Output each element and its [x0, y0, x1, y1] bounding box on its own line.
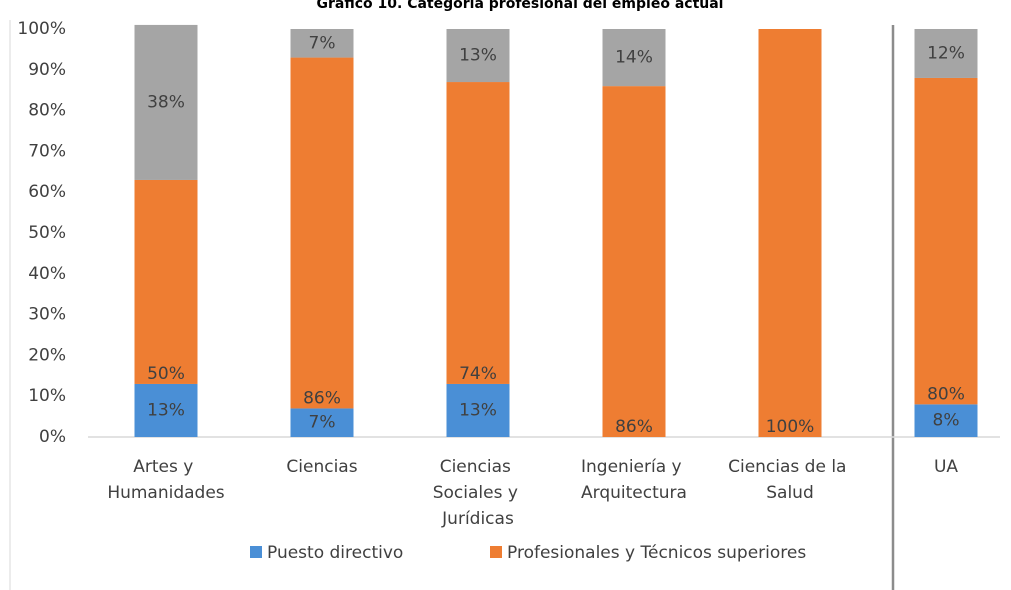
y-tick-label: 90%: [28, 60, 66, 80]
x-tick-label: Artes y Humanidades: [107, 457, 224, 503]
x-tick-label: Ingeniería y Arquitectura: [581, 457, 687, 503]
y-tick-label: 30%: [28, 305, 66, 325]
bar-segment: [602, 29, 666, 87]
data-label: 86%: [615, 417, 653, 437]
y-tick-label: 40%: [28, 264, 66, 284]
data-label: 74%: [459, 364, 497, 384]
data-label: 86%: [303, 388, 341, 408]
bar-segment: [134, 24, 198, 180]
x-tick-label: Ciencias: [286, 457, 357, 477]
legend-label: Puesto directivo: [267, 543, 403, 563]
legend-swatch: [250, 546, 262, 558]
data-label: 13%: [459, 46, 497, 66]
legend-label: Profesionales y Técnicos superiores: [507, 543, 806, 563]
data-label: 38%: [147, 92, 185, 112]
y-tick-label: 70%: [28, 141, 66, 161]
bar-segment: [758, 29, 822, 437]
y-tick-label: 60%: [28, 182, 66, 202]
bar-segment: [914, 29, 978, 78]
data-label: 80%: [927, 384, 965, 404]
bar-segment: [290, 29, 354, 58]
y-tick-label: 80%: [28, 101, 66, 121]
data-label: 13%: [459, 400, 497, 420]
data-label: 8%: [933, 411, 960, 431]
data-label: 50%: [147, 364, 185, 384]
y-tick-label: 50%: [28, 223, 66, 243]
bar-segment: [134, 179, 198, 384]
data-label: 7%: [309, 413, 336, 433]
x-tick-label: UA: [934, 457, 958, 477]
y-tick-label: 100%: [17, 19, 66, 39]
legend-swatch: [490, 546, 502, 558]
data-label: 7%: [309, 33, 336, 53]
x-tick-label: Ciencias de la Salud: [728, 457, 852, 503]
data-label: 100%: [766, 417, 815, 437]
bar-segment: [290, 408, 354, 437]
data-label: 13%: [147, 400, 185, 420]
data-label: 12%: [927, 43, 965, 63]
bar-segment: [914, 404, 978, 437]
data-label: 14%: [615, 48, 653, 68]
bar-segment: [602, 86, 666, 438]
y-tick-label: 20%: [28, 345, 66, 365]
bar-segment: [446, 29, 510, 83]
bar-segment: [290, 57, 354, 409]
bar-segment: [446, 383, 510, 437]
y-tick-label: 0%: [39, 427, 66, 447]
bar-segment: [446, 82, 510, 384]
bar-segment: [134, 383, 198, 437]
x-tick-label: Ciencias Sociales y Jurídicas: [433, 457, 524, 529]
y-tick-label: 10%: [28, 386, 66, 406]
bar-segment: [914, 77, 978, 405]
chart-title: Gráfico 10. Categoría profesional del em…: [317, 0, 724, 12]
